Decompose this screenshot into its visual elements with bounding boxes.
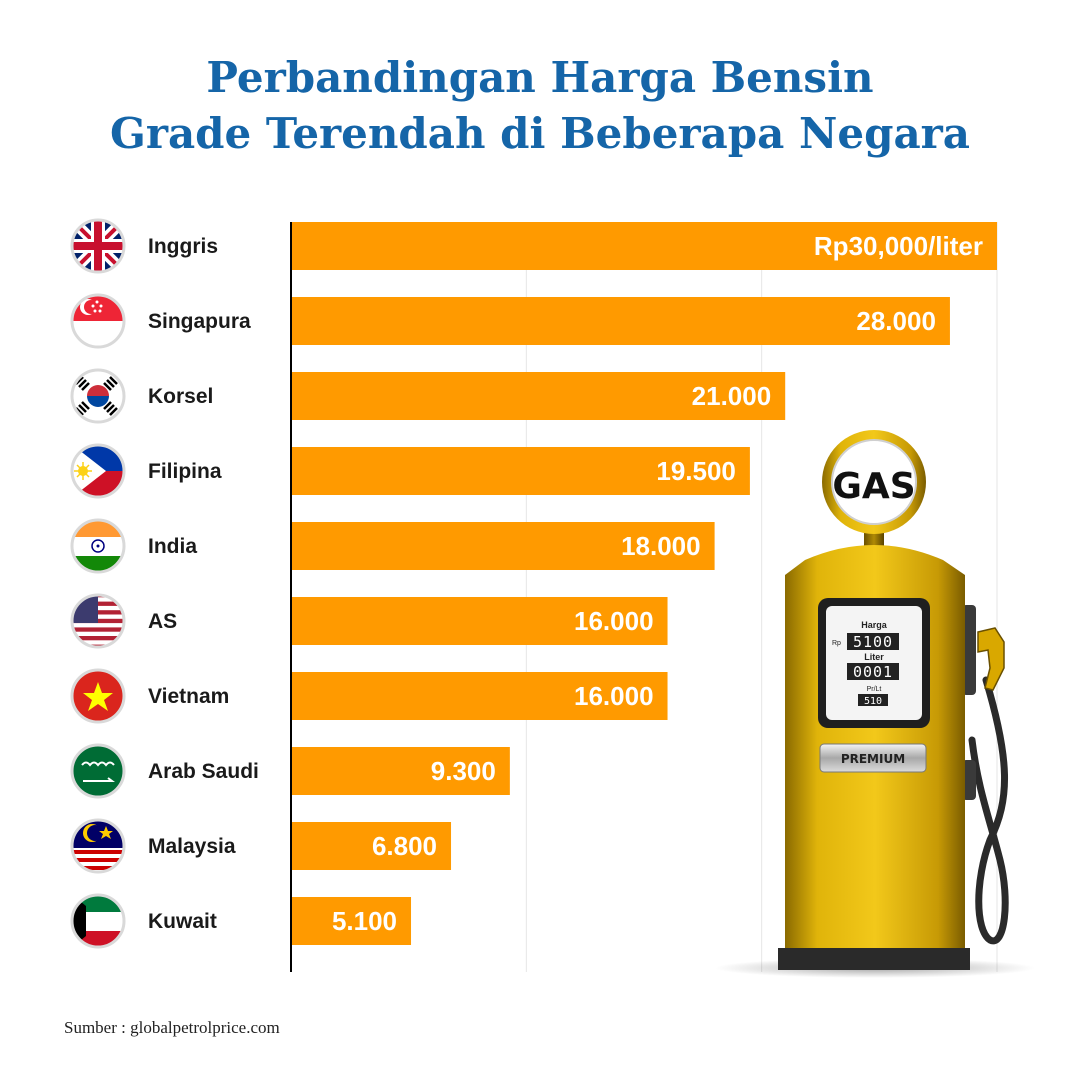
- source-note: Sumber : globalpetrolprice.com: [64, 1018, 280, 1037]
- prlt-label: Pr/Lt: [867, 686, 882, 693]
- philippines-flag-icon: [70, 443, 126, 499]
- category-label: AS: [148, 610, 177, 633]
- harga-value: 5100: [853, 633, 893, 651]
- category-label: Vietnam: [148, 685, 229, 708]
- kuwait-flag-icon: [70, 893, 126, 949]
- title-line-2: Grade Terendah di Beberapa Negara: [109, 109, 971, 158]
- chart-title: Perbandingan Harga Bensin Grade Terendah…: [0, 50, 1080, 162]
- category-label: Korsel: [148, 385, 213, 408]
- bar: [291, 297, 950, 345]
- category-label: Arab Saudi: [148, 760, 259, 783]
- liter-value: 0001: [853, 663, 893, 681]
- bar: [291, 747, 510, 795]
- data-label: 5.100: [332, 906, 397, 936]
- harga-label: Harga: [861, 620, 888, 630]
- liter-label: Liter: [864, 652, 884, 662]
- category-labels: Inggris Singapura Korsel Filipina India AS Vie…: [148, 235, 259, 933]
- category-label: India: [148, 535, 197, 558]
- bar: [291, 672, 668, 720]
- flag-icons: [70, 218, 126, 949]
- data-label: 9.300: [431, 756, 496, 786]
- data-label: 21.000: [692, 381, 772, 411]
- vietnam-flag-icon: [70, 668, 126, 724]
- bar: [291, 897, 412, 945]
- category-label: Malaysia: [148, 835, 236, 858]
- india-flag-icon: [70, 518, 126, 574]
- singapore-flag-icon: [70, 293, 126, 349]
- category-label: Inggris: [148, 235, 218, 258]
- uk-flag-icon: [70, 218, 126, 274]
- data-label: 19.500: [656, 456, 736, 486]
- data-label: 28.000: [856, 306, 936, 336]
- category-label: Singapura: [148, 310, 251, 333]
- saudi-arabia-flag-icon: [70, 743, 126, 799]
- data-label: 16.000: [574, 681, 654, 711]
- pump-sign-text: GAS: [832, 466, 915, 507]
- rp-label: Rp: [832, 640, 841, 647]
- bar: [291, 447, 750, 495]
- usa-flag-icon: [70, 593, 126, 649]
- category-label: Filipina: [148, 460, 222, 483]
- category-label: Kuwait: [148, 910, 217, 933]
- data-label: 16.000: [574, 606, 654, 636]
- data-label: 6.800: [372, 831, 437, 861]
- bar: [291, 597, 668, 645]
- data-label: Rp30,000/liter: [814, 231, 983, 261]
- bar: [291, 372, 786, 420]
- south-korea-flag-icon: [70, 368, 126, 424]
- bar: [291, 222, 997, 270]
- bars: Rp30,000/liter 28.000 21.000 19.500 18.000 16…: [291, 222, 997, 945]
- prlt-value: 510: [864, 696, 882, 707]
- malaysia-flag-icon: [70, 818, 126, 874]
- pump-grade-label: PREMIUM: [841, 752, 905, 766]
- gas-pump-illustration: GAS Harga Rp 5100 Liter 0001 Pr/Lt 510 P…: [715, 430, 1035, 978]
- bar: [291, 822, 452, 870]
- data-label: 18.000: [621, 531, 701, 561]
- bar: [291, 522, 715, 570]
- title-line-1: Perbandingan Harga Bensin: [206, 53, 874, 102]
